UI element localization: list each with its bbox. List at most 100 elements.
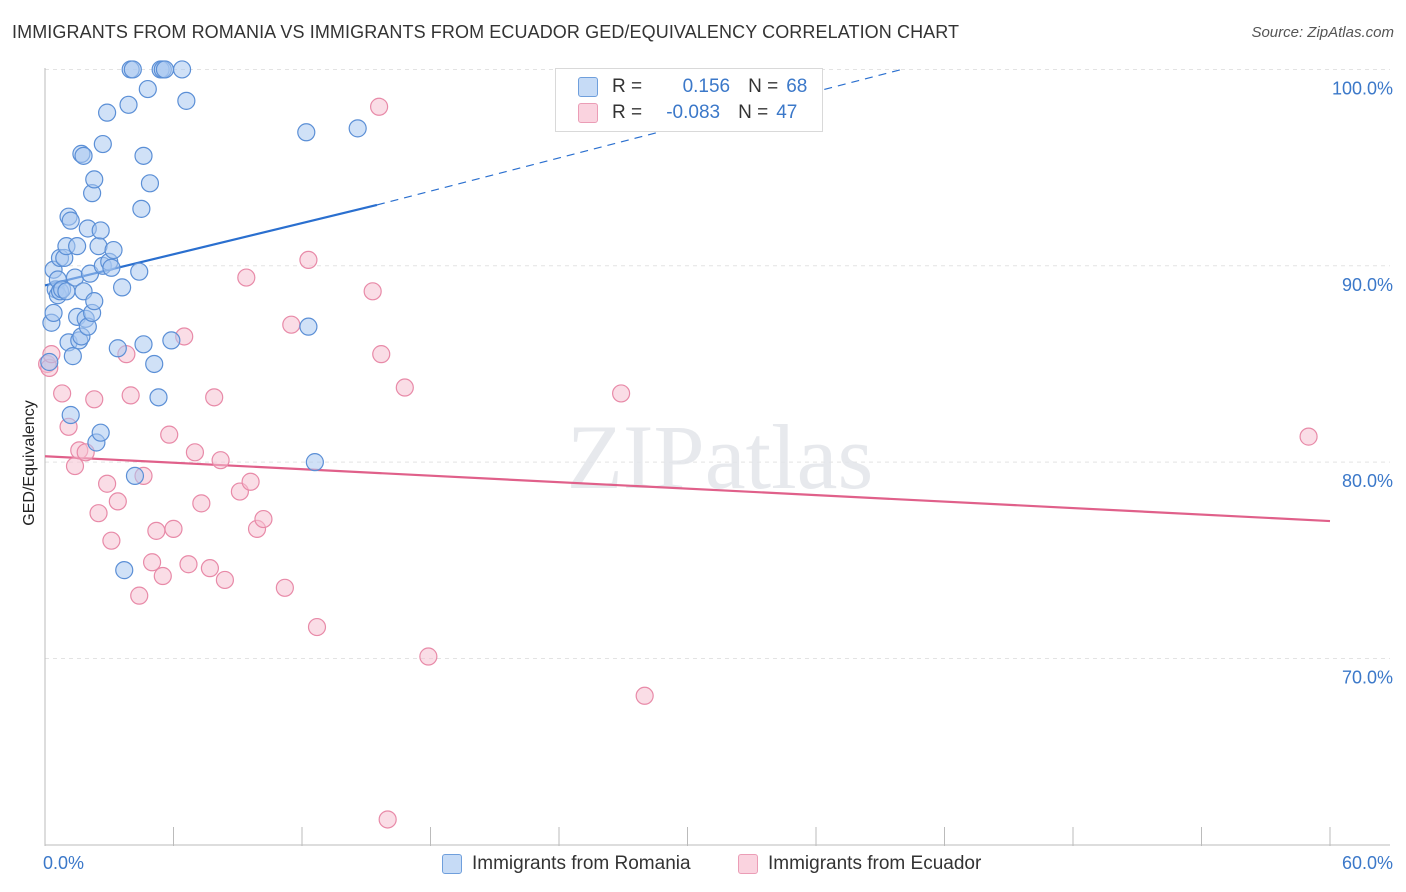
point-romania (91, 221, 110, 240)
legend-row-romania: R = 0.156 N = 68 (578, 74, 807, 100)
point-romania (74, 146, 93, 165)
point-ecuador (372, 345, 391, 364)
point-romania (132, 199, 151, 218)
point-ecuador (102, 531, 121, 550)
point-ecuador (108, 492, 127, 511)
point-romania (68, 237, 87, 256)
point-romania (130, 262, 149, 281)
point-romania (108, 339, 127, 358)
chart-title: IMMIGRANTS FROM ROMANIA VS IMMIGRANTS FR… (12, 22, 960, 42)
point-ecuador (147, 521, 166, 540)
point-romania (177, 91, 196, 110)
legend-r-value: 0.156 (682, 76, 731, 97)
point-romania (61, 211, 80, 230)
point-romania (104, 240, 123, 260)
point-ecuador (200, 559, 220, 578)
point-ecuador (307, 617, 327, 637)
point-romania (134, 335, 153, 354)
legend-swatch-romania (578, 77, 598, 97)
point-romania (91, 423, 110, 442)
y-tick-label: 70.0% (1342, 667, 1393, 687)
point-romania (348, 119, 367, 138)
point-ecuador (192, 494, 211, 513)
bottom-legend-label-romania: Immigrants from Romania (472, 853, 691, 874)
point-romania (85, 170, 104, 189)
legend-r-value: -0.083 (666, 102, 721, 123)
point-ecuador (98, 474, 117, 493)
legend-n-label: N = (748, 76, 779, 97)
point-romania (172, 60, 192, 79)
legend-n-label: N = (738, 102, 769, 123)
point-ecuador (205, 388, 224, 407)
y-tick-label: 100.0% (1332, 78, 1393, 98)
legend-row-ecuador: R = -0.083 N = 47 (578, 100, 797, 126)
point-romania (149, 388, 168, 407)
point-ecuador (211, 451, 230, 470)
point-ecuador (185, 443, 205, 462)
point-ecuador (130, 586, 149, 605)
point-ecuador (179, 555, 198, 574)
point-ecuador (282, 315, 301, 334)
bottom-legend-swatch-ecuador (738, 854, 758, 874)
point-romania (85, 292, 104, 311)
y-tick-label: 80.0% (1342, 471, 1393, 491)
legend-r-label: R = (612, 76, 643, 97)
bottom-legend-swatch-romania (442, 854, 462, 874)
bottom-legend-label-ecuador: Immigrants from Ecuador (768, 853, 982, 874)
y-tick-labels: 70.0% 80.0% 90.0% 100.0% (1332, 78, 1393, 687)
point-romania (125, 466, 145, 485)
x-tick-label: 60.0% (1342, 853, 1393, 873)
point-romania (140, 174, 160, 193)
point-ecuador (65, 456, 85, 476)
source-credit: Source: ZipAtlas.com (1251, 24, 1394, 41)
point-ecuador (395, 378, 414, 397)
legend-r-label: R = (612, 102, 643, 123)
point-romania (44, 303, 63, 323)
point-romania (138, 79, 157, 99)
bottom-legend-romania: Immigrants from Romania (442, 851, 691, 877)
point-romania (115, 561, 134, 580)
point-romania (155, 60, 175, 79)
x-tick-label: 0.0% (43, 853, 84, 873)
point-ecuador (363, 282, 382, 301)
point-romania (93, 134, 112, 154)
point-romania (123, 60, 142, 79)
data-points (38, 60, 1318, 829)
correlation-legend: R = 0.156 N = 68 R = -0.083 N = 47 (555, 68, 823, 132)
gridlines (45, 68, 1390, 659)
point-romania (134, 146, 153, 165)
point-romania (63, 347, 82, 366)
point-ecuador (142, 553, 162, 572)
point-romania (119, 95, 138, 114)
point-romania (61, 405, 80, 425)
point-ecuador (635, 686, 654, 705)
point-romania (40, 352, 59, 372)
x-tick-labels: 0.0% 60.0% (43, 853, 1393, 873)
point-ecuador (254, 509, 273, 529)
y-tick-label: 90.0% (1342, 275, 1393, 295)
point-romania (297, 123, 316, 142)
point-ecuador (275, 578, 294, 597)
point-romania (98, 103, 117, 122)
bottom-legend-ecuador: Immigrants from Ecuador (738, 851, 981, 877)
watermark: ZIPatlas (567, 406, 874, 508)
y-axis-title: GED/Equivalency (21, 400, 38, 525)
point-ecuador (370, 97, 389, 116)
point-ecuador (153, 566, 172, 586)
legend-n-value: 68 (786, 76, 808, 97)
point-romania (299, 317, 318, 336)
point-ecuador (241, 472, 260, 491)
legend-swatch-ecuador (578, 103, 598, 123)
point-ecuador (378, 810, 397, 829)
point-romania (305, 453, 324, 472)
point-ecuador (299, 250, 318, 270)
point-romania (102, 258, 121, 277)
point-ecuador (237, 268, 256, 287)
point-ecuador (121, 386, 140, 405)
point-romania (162, 331, 181, 350)
point-romania (145, 354, 164, 374)
point-ecuador (419, 647, 438, 666)
point-ecuador (612, 384, 631, 403)
point-ecuador (53, 384, 72, 403)
